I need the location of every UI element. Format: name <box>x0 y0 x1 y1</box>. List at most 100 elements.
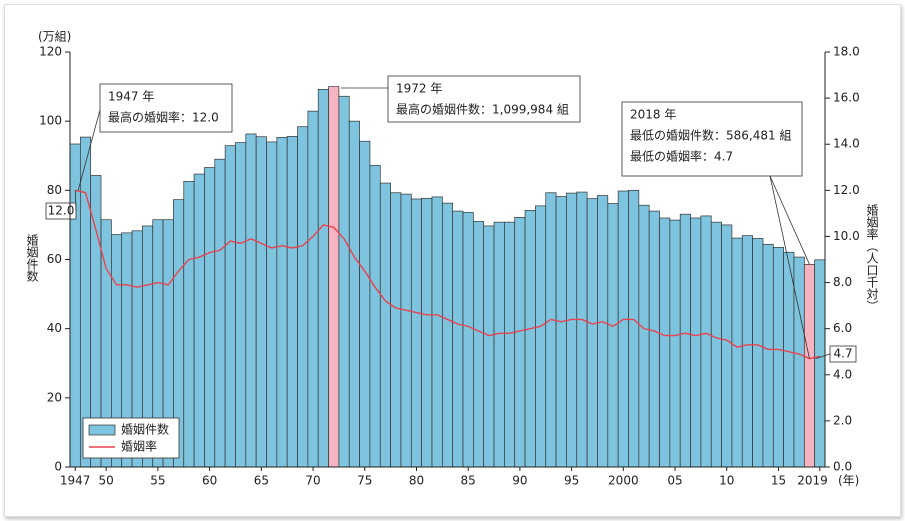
value-label-leader <box>74 190 77 212</box>
x-tick-label: 65 <box>254 474 269 488</box>
bar <box>731 237 743 468</box>
x-tick-label: 15 <box>771 474 786 488</box>
y2-tick-label: 12.0 <box>833 183 860 197</box>
bar <box>348 120 360 468</box>
bar <box>514 216 526 468</box>
y2-tick-label: 14.0 <box>833 137 860 151</box>
value-label: 4.7 <box>833 347 852 361</box>
bar <box>700 215 712 468</box>
annotation-text: 2018 年 <box>630 108 676 122</box>
annotation-text: 最高の婚姻率：12.0 <box>108 110 219 125</box>
y2-tick-label: 8.0 <box>833 275 852 289</box>
legend-box <box>82 417 180 459</box>
bar <box>535 205 547 468</box>
bar <box>566 192 578 468</box>
bar <box>814 259 826 468</box>
bar <box>328 86 340 468</box>
annotation-text: 最高の婚姻件数：1,099,984 組 <box>396 102 569 117</box>
y-tick-label: 120 <box>39 45 62 59</box>
y2-axis-label: 婚姻率（人口千対） <box>865 204 879 312</box>
rate-line <box>75 189 820 360</box>
bar <box>607 203 619 468</box>
y2-tick-label: 6.0 <box>833 321 852 335</box>
bar <box>741 235 753 468</box>
bar <box>421 197 433 468</box>
bar <box>286 136 298 468</box>
annotation-leader <box>77 109 101 191</box>
y-tick-label: 100 <box>39 114 62 128</box>
bar <box>679 213 691 468</box>
bar <box>783 251 795 468</box>
bar <box>193 173 205 468</box>
bar <box>379 182 391 468</box>
y-unit: (万組) <box>38 30 71 44</box>
y2-tick-label: 10.0 <box>833 229 860 243</box>
bar <box>431 196 443 468</box>
annotation-text: 1972 年 <box>396 82 442 96</box>
bar <box>473 221 485 468</box>
bar <box>586 198 598 468</box>
bar <box>400 193 412 468</box>
bar <box>183 180 195 468</box>
bar <box>793 256 805 468</box>
bar <box>772 247 784 468</box>
bar <box>721 224 733 468</box>
bar <box>555 196 567 468</box>
annotation-box <box>99 83 233 133</box>
bar <box>79 136 92 468</box>
annotation-leader <box>769 175 810 265</box>
bar <box>576 191 588 468</box>
bar <box>493 221 505 468</box>
x-unit: (年) <box>838 474 859 488</box>
x-tick-label: 70 <box>305 474 320 488</box>
bar <box>276 137 288 468</box>
bar <box>390 192 402 468</box>
bar <box>359 140 371 468</box>
bar <box>545 192 557 468</box>
x-tick-label: 75 <box>357 474 372 488</box>
bar <box>648 210 660 468</box>
bar <box>204 167 216 468</box>
bar <box>752 238 764 468</box>
legend-swatch <box>88 424 116 436</box>
bar <box>338 95 350 468</box>
bar <box>617 190 629 468</box>
x-tick-label: 55 <box>150 474 165 488</box>
annotation-text: 最低の婚姻件数：586,481 組 <box>630 128 791 143</box>
bar <box>369 165 381 468</box>
bar <box>483 225 495 468</box>
bar <box>266 141 278 468</box>
x-tick-label: 2019 <box>797 474 828 488</box>
x-tick-label: 85 <box>461 474 476 488</box>
annotation-box <box>387 75 581 123</box>
x-tick-label: 1947 <box>60 474 91 488</box>
bar <box>690 217 702 468</box>
bar <box>638 204 650 468</box>
y-tick-label: 60 <box>47 252 62 266</box>
bar <box>255 136 267 468</box>
x-tick-label: 10 <box>719 474 734 488</box>
annotation-text: 1947 年 <box>108 90 154 104</box>
x-tick-label: 60 <box>202 474 217 488</box>
x-tick-label: 90 <box>512 474 527 488</box>
bar <box>803 263 816 468</box>
bar <box>504 221 516 468</box>
annotation-box <box>621 101 803 177</box>
bar <box>628 189 640 468</box>
bar <box>214 158 226 468</box>
bar <box>659 217 671 468</box>
bar <box>235 142 247 468</box>
legend-label: 婚姻率 <box>121 439 157 454</box>
annotation-text: 最低の婚姻率：4.7 <box>630 149 733 164</box>
x-tick-label: 05 <box>667 474 682 488</box>
x-tick-label: 95 <box>564 474 579 488</box>
bar <box>245 133 257 468</box>
bar <box>452 210 464 468</box>
y-tick-label: 20 <box>47 390 62 404</box>
bar <box>524 210 536 468</box>
bar <box>710 221 722 468</box>
bar <box>762 243 774 468</box>
value-label-leader <box>815 353 831 360</box>
legend-label: 婚姻件数 <box>121 422 169 437</box>
